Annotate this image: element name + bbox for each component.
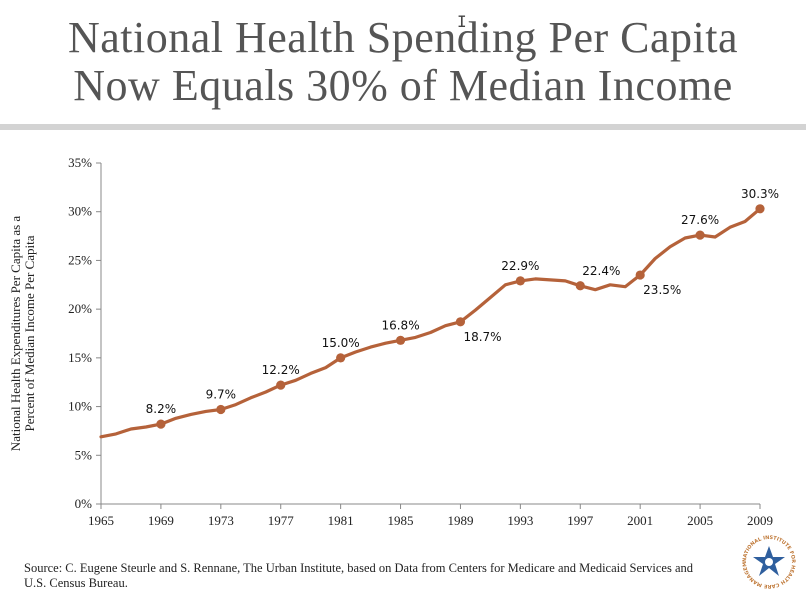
slide-title: National Health Spending Per Capita Now …	[0, 0, 806, 122]
data-point	[276, 380, 286, 390]
x-tick-label: 1965	[88, 513, 114, 528]
y-tick-label: 10%	[68, 399, 92, 414]
x-tick-label: 1973	[208, 513, 234, 528]
data-label: 16.8%	[381, 318, 419, 332]
x-tick-label: 1969	[148, 513, 174, 528]
y-tick-label: 15%	[68, 350, 92, 365]
data-label: 18.7%	[463, 330, 501, 344]
data-point	[216, 404, 226, 415]
data-point	[635, 270, 645, 280]
data-point	[755, 204, 765, 214]
data-point	[695, 230, 705, 240]
source-note: Source: C. Eugene Steurle and S. Rennane…	[24, 561, 694, 590]
title-divider	[0, 124, 806, 130]
data-label: 9.7%	[206, 387, 237, 401]
title-line-1: National Health Spending Per Capita	[67, 13, 739, 62]
x-tick-label: 1997	[567, 513, 594, 528]
y-tick-label: 35%	[68, 155, 92, 170]
title-line-2: Now Equals 30% of Median Income	[73, 61, 733, 110]
data-label: 22.4%	[582, 264, 620, 278]
x-tick-label: 1985	[388, 513, 414, 528]
data-label: 22.9%	[501, 259, 539, 273]
data-label: 15.0%	[322, 336, 360, 350]
x-tick-label: 1989	[447, 513, 473, 528]
nihcm-logo: NATIONAL INSTITUTE FOR HEALTH CARE MANAG…	[738, 532, 796, 589]
data-point	[156, 419, 166, 429]
x-tick-label: 2001	[627, 513, 653, 528]
data-label: 23.5%	[643, 283, 681, 297]
data-point	[515, 276, 525, 286]
data-label: 27.6%	[681, 213, 719, 227]
x-tick-label: 1981	[328, 513, 354, 528]
x-tick-label: 1993	[507, 513, 533, 528]
data-point	[455, 317, 466, 327]
line-chart: National Health Expenditures Per Capita …	[8, 155, 779, 528]
y-tick-label: 20%	[68, 301, 92, 316]
data-point	[575, 281, 585, 291]
data-point	[336, 353, 346, 363]
y-axis-label: National Health Expenditures Per Capita …	[8, 216, 37, 452]
x-tick-label: 2005	[687, 513, 713, 528]
data-label: 30.3%	[741, 187, 779, 201]
y-tick-label: 25%	[68, 252, 92, 267]
data-label: 12.2%	[262, 363, 300, 377]
y-tick-label: 0%	[75, 496, 93, 511]
series-line	[99, 207, 762, 439]
data-point	[395, 335, 406, 345]
y-tick-label: 30%	[68, 204, 92, 219]
data-label: 8.2%	[146, 402, 177, 416]
x-tick-label: 2009	[747, 513, 773, 528]
text-cursor-icon: I	[457, 12, 467, 31]
y-tick-label: 5%	[75, 447, 93, 462]
x-tick-label: 1977	[268, 513, 295, 528]
